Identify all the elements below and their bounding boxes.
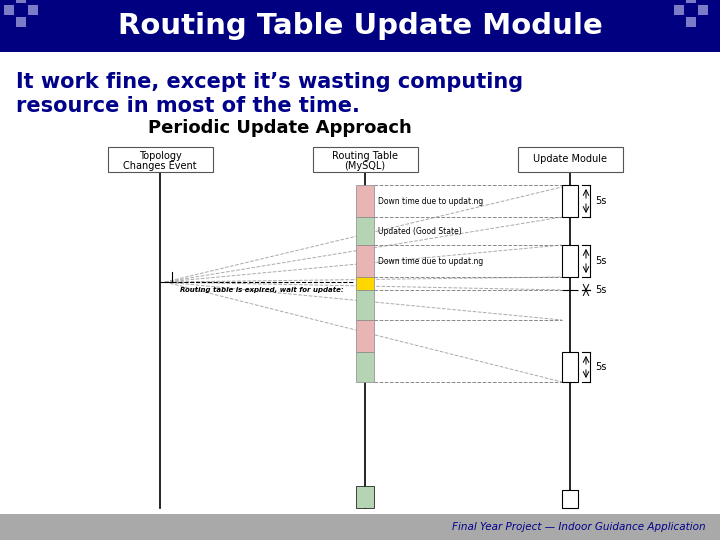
Bar bbox=[356, 277, 374, 290]
Bar bbox=[16, 5, 26, 15]
Text: Periodic Update Approach: Periodic Update Approach bbox=[148, 119, 412, 137]
Bar bbox=[356, 320, 374, 352]
Bar bbox=[4, 5, 14, 15]
Bar bbox=[698, 17, 708, 27]
Bar bbox=[28, 0, 38, 3]
Text: (MySQL): (MySQL) bbox=[344, 161, 386, 171]
Bar bbox=[562, 245, 578, 277]
Text: Routing table is expired, wait for update:: Routing table is expired, wait for updat… bbox=[180, 287, 343, 293]
Bar bbox=[356, 185, 374, 217]
Text: 5s: 5s bbox=[595, 362, 606, 372]
Text: Changes Event: Changes Event bbox=[123, 161, 197, 171]
Bar bbox=[686, 5, 696, 15]
Bar bbox=[0, 0, 720, 52]
Bar bbox=[16, 0, 26, 3]
Text: Routing Table Update Module: Routing Table Update Module bbox=[117, 12, 603, 40]
Text: 5s: 5s bbox=[595, 285, 606, 295]
Text: Final Year Project — Indoor Guidance Application: Final Year Project — Indoor Guidance App… bbox=[452, 522, 706, 532]
Bar bbox=[28, 17, 38, 27]
Text: Topology: Topology bbox=[139, 151, 181, 161]
Bar bbox=[356, 290, 374, 320]
Text: 5s: 5s bbox=[595, 196, 606, 206]
Bar bbox=[4, 17, 14, 27]
Bar bbox=[562, 490, 578, 508]
Text: Down time due to updat.ng: Down time due to updat.ng bbox=[378, 197, 483, 206]
Bar bbox=[698, 0, 708, 3]
Bar bbox=[356, 245, 374, 277]
Text: Down time due to updat.ng: Down time due to updat.ng bbox=[378, 256, 483, 266]
Bar bbox=[356, 217, 374, 245]
Bar bbox=[674, 5, 684, 15]
Bar bbox=[674, 17, 684, 27]
Text: 5s: 5s bbox=[595, 256, 606, 266]
Bar bbox=[562, 185, 578, 217]
Text: Routing Table: Routing Table bbox=[332, 151, 398, 161]
Text: Update Module: Update Module bbox=[533, 154, 607, 165]
Bar bbox=[686, 17, 696, 27]
Bar bbox=[312, 147, 418, 172]
Bar bbox=[4, 0, 14, 3]
Text: Updated (Good State): Updated (Good State) bbox=[378, 226, 462, 235]
Text: resource in most of the time.: resource in most of the time. bbox=[16, 96, 360, 116]
Bar bbox=[674, 0, 684, 3]
Text: It work fine, except it’s wasting computing: It work fine, except it’s wasting comput… bbox=[16, 72, 523, 92]
Bar bbox=[562, 352, 578, 382]
Bar bbox=[16, 17, 26, 27]
Bar bbox=[107, 147, 212, 172]
Bar bbox=[0, 514, 720, 540]
Bar bbox=[518, 147, 623, 172]
Bar bbox=[686, 0, 696, 3]
Bar bbox=[356, 352, 374, 382]
Bar bbox=[356, 486, 374, 508]
Bar bbox=[28, 5, 38, 15]
Bar bbox=[698, 5, 708, 15]
